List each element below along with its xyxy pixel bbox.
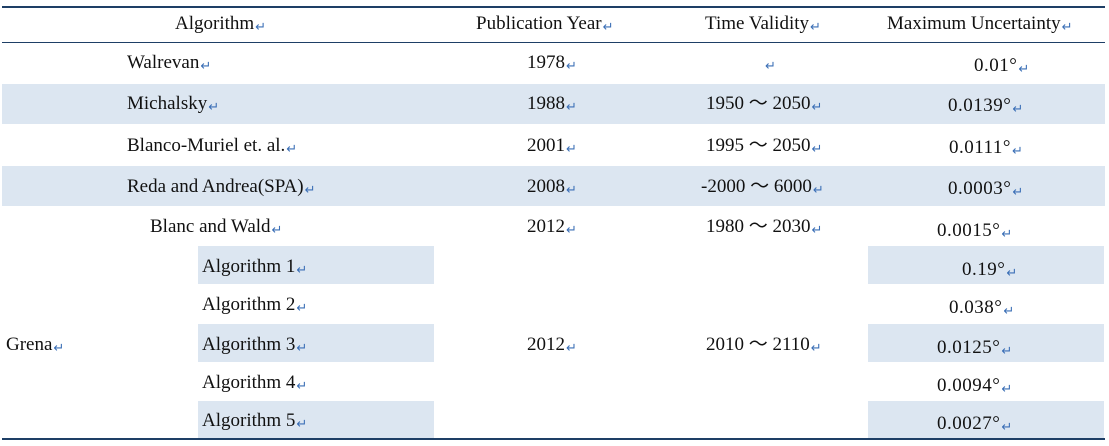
grena-sub-uncertainty: 0.19°↵ bbox=[962, 259, 1018, 281]
row-validity: ↵ bbox=[765, 59, 776, 74]
grena-sub-name: Algorithm 4↵ bbox=[202, 372, 308, 394]
grena-sub-uncertainty: 0.0094°↵ bbox=[937, 375, 1013, 397]
row-year: 1978↵ bbox=[527, 52, 577, 74]
row-year: 2012↵ bbox=[527, 216, 577, 238]
sub-band bbox=[198, 401, 434, 438]
row-uncertainty: 0.0015°↵ bbox=[937, 220, 1013, 242]
grena-sub-uncertainty: 0.0027°↵ bbox=[937, 413, 1013, 435]
row-uncertainty: 0.01°↵ bbox=[974, 55, 1030, 77]
table-bottom-rule bbox=[2, 438, 1105, 440]
row-validity: 1995 ～ 2050↵ bbox=[706, 135, 823, 157]
sub-band bbox=[868, 246, 1104, 284]
row-year: 2001↵ bbox=[527, 135, 577, 157]
row-validity: 1950 ～ 2050↵ bbox=[706, 93, 823, 115]
grena-sub-name: Algorithm 1↵ bbox=[202, 256, 308, 278]
row-band bbox=[2, 166, 1105, 206]
grena-sub-uncertainty: 0.0125°↵ bbox=[937, 337, 1013, 359]
header-publication-year: Publication Year↵ bbox=[476, 13, 614, 35]
grena-sub-name: Algorithm 3↵ bbox=[202, 334, 308, 356]
sub-band bbox=[868, 401, 1104, 438]
row-algorithm: Blanco-Muriel et. al.↵ bbox=[127, 135, 298, 157]
grena-validity: 2010 ～ 2110↵ bbox=[706, 334, 822, 356]
row-uncertainty: 0.0003°↵ bbox=[948, 178, 1024, 200]
sub-band bbox=[868, 324, 1104, 362]
row-algorithm: Blanc and Wald↵ bbox=[150, 216, 283, 238]
header-algorithm: Algorithm↵ bbox=[175, 13, 267, 35]
row-uncertainty: 0.0111°↵ bbox=[949, 137, 1024, 159]
grena-sub-name: Algorithm 2↵ bbox=[202, 294, 308, 316]
row-uncertainty: 0.0139°↵ bbox=[948, 95, 1024, 117]
row-validity: 1980 ～ 2030↵ bbox=[706, 216, 823, 238]
row-algorithm: Walrevan↵ bbox=[127, 52, 212, 74]
table-top-rule bbox=[2, 6, 1105, 8]
grena-sub-name: Algorithm 5↵ bbox=[202, 410, 308, 432]
row-year: 2008↵ bbox=[527, 176, 577, 198]
row-band bbox=[2, 84, 1105, 124]
row-validity: -2000 ～ 6000↵ bbox=[701, 176, 824, 198]
sub-band bbox=[198, 246, 434, 284]
row-algorithm: Michalsky↵ bbox=[127, 93, 220, 115]
grena-year: 2012↵ bbox=[527, 334, 577, 356]
header-time-validity: Time Validity↵ bbox=[705, 13, 821, 35]
row-algorithm: Reda and Andrea(SPA)↵ bbox=[127, 176, 316, 198]
sub-band bbox=[198, 324, 434, 362]
header-maximum-uncertainty: Maximum Uncertainty↵ bbox=[887, 13, 1073, 35]
row-year: 1988↵ bbox=[527, 93, 577, 115]
grena-sub-uncertainty: 0.038°↵ bbox=[949, 297, 1015, 319]
table-header-rule bbox=[2, 42, 1105, 43]
grena-label: Grena↵ bbox=[6, 334, 65, 356]
